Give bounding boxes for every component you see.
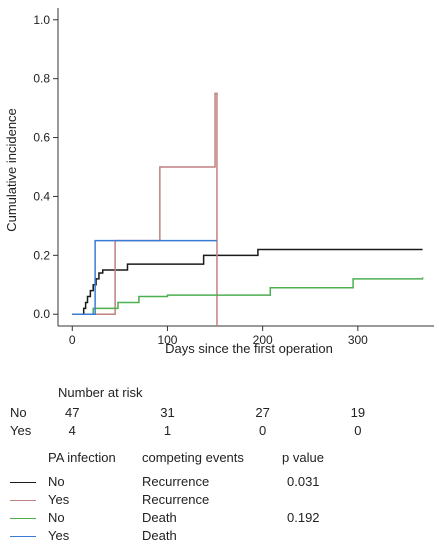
legend-cell: No [48, 510, 65, 525]
risk-cell: 27 [255, 405, 270, 420]
legend-cell: Yes [48, 528, 70, 543]
y-tick-label: 1.0 [33, 13, 50, 27]
legend-header: p value [282, 450, 324, 465]
y-tick-label: 0.0 [33, 307, 50, 321]
y-tick-label: 0.8 [33, 72, 50, 86]
legend-header: competing events [142, 450, 244, 465]
legend-cell: Recurrence [142, 474, 210, 489]
series-line-2 [72, 92, 218, 326]
risk-cell: 4 [68, 423, 76, 438]
cumulative-incidence-chart: 0.0 0.2 0.4 0.6 0.8 1.0 0 100 200 300 Cumulative … [4, 8, 434, 356]
x-tick-label: 200 [253, 333, 273, 347]
risk-row-label: Yes [10, 423, 32, 438]
x-tick-label: 300 [348, 333, 368, 347]
chart-series [72, 92, 424, 326]
legend-cell: Death [142, 528, 177, 543]
x-tick-label: 100 [157, 333, 177, 347]
legend-cell: 0.192 [287, 510, 320, 525]
x-axis-label: Days since the first operation [165, 341, 333, 356]
risk-table-title: Number at risk [58, 385, 143, 400]
legend-cell: No [48, 474, 65, 489]
risk-cell: 19 [350, 405, 366, 420]
legend-swatch [10, 536, 36, 537]
legend-header: PA infection [48, 450, 116, 465]
y-tick-label: 0.4 [33, 189, 50, 203]
risk-cell: 47 [65, 405, 80, 420]
y-tick-label: 0.6 [33, 131, 50, 145]
legend-swatch [10, 518, 36, 519]
risk-cell: 0 [354, 423, 362, 438]
x-tick-label: 0 [69, 333, 76, 347]
risk-cell: 0 [259, 423, 267, 438]
legend-cell: Recurrence [142, 492, 210, 507]
risk-row-label: No [10, 405, 27, 420]
legend-cell: 0.031 [287, 474, 320, 489]
risk-cell: 1 [163, 423, 172, 438]
y-tick-label: 0.2 [33, 248, 50, 262]
legend-cell: Yes [48, 492, 70, 507]
legend-cell: Death [142, 510, 177, 525]
legend-swatch [10, 482, 36, 483]
series-line-3 [72, 277, 424, 315]
risk-cell: 31 [160, 405, 175, 420]
series-line-4 [72, 239, 217, 315]
y-axis-label: Cumulative incidence [4, 108, 19, 232]
series-line-1 [72, 248, 423, 315]
chart-axes: 0.0 0.2 0.4 0.6 0.8 1.0 0 100 200 300 [33, 8, 434, 347]
legend-swatch [10, 500, 36, 501]
